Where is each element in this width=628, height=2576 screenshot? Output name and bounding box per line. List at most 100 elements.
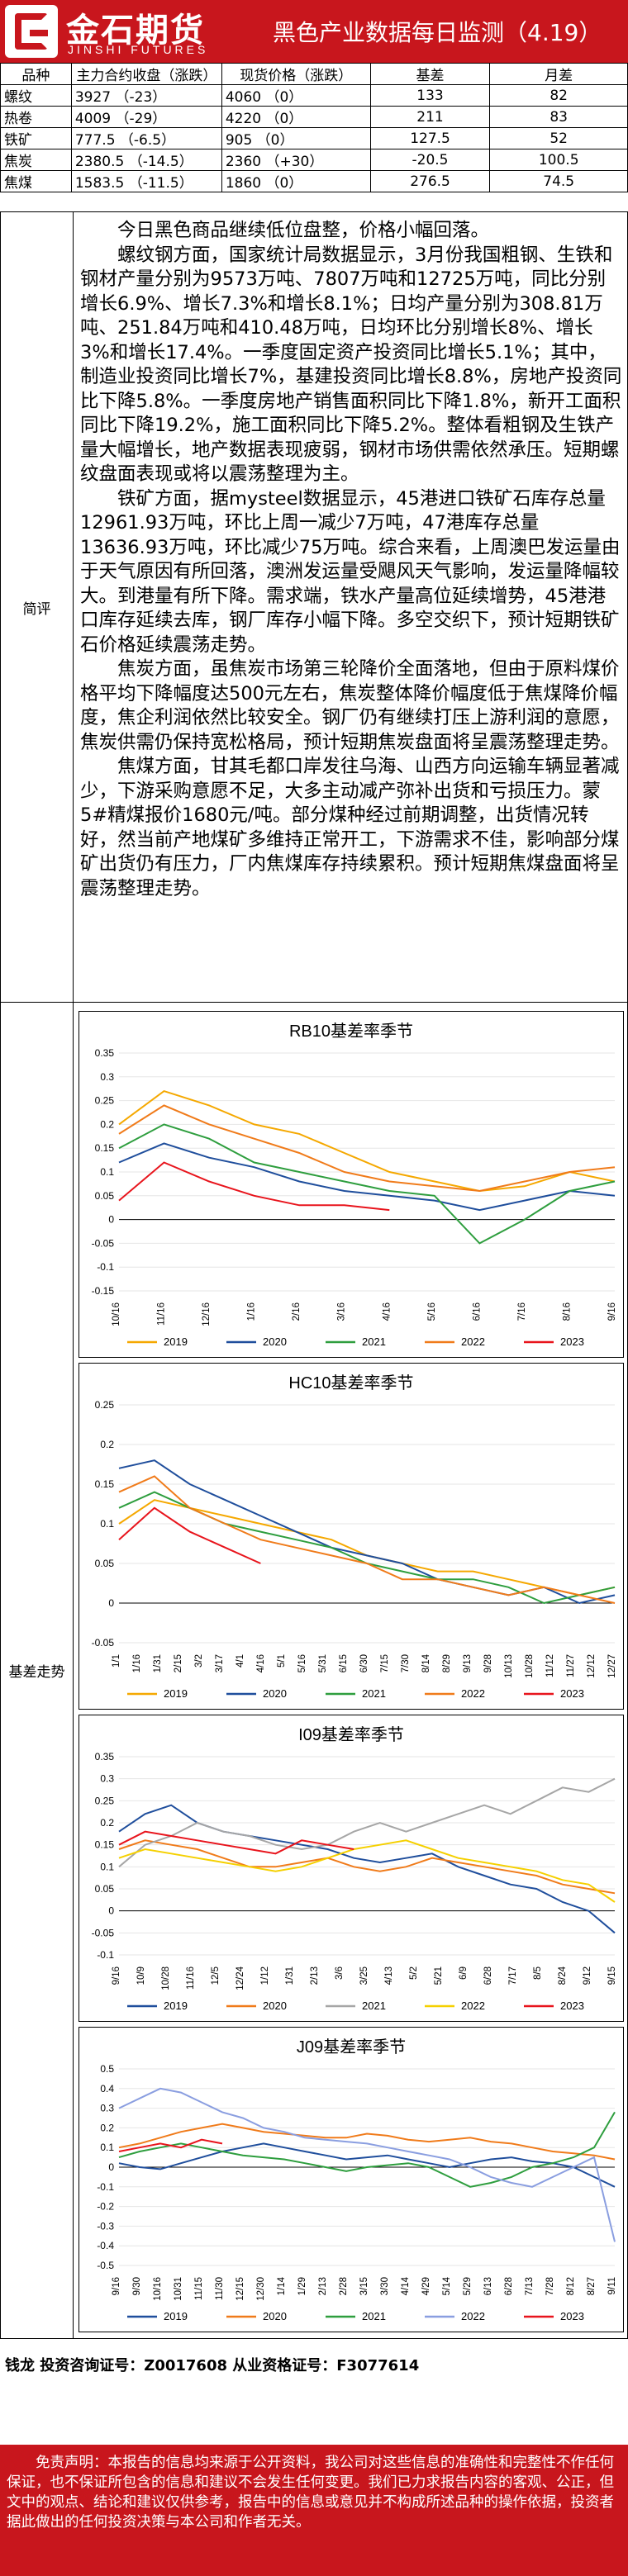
commentary-label: 简评 xyxy=(1,212,74,1002)
x-tick-label: 5/21 xyxy=(434,1966,444,1985)
chart-hc10: HC10基差率季节 0.25 0.2 0.15 0.1 0.05 0 -0.05 1/1 1/16… xyxy=(78,1363,624,1710)
legend-label: 2022 xyxy=(461,1335,485,1348)
x-tick-label: 1/16 xyxy=(132,1654,142,1672)
x-tick-label: 3/15 xyxy=(359,2277,369,2295)
y-tick-label: 0.3 xyxy=(100,2103,114,2114)
x-tick-label: 9/15 xyxy=(607,1966,617,1985)
chart-title: J09基差率季节 xyxy=(297,2038,406,2057)
y-tick-label: 0.1 xyxy=(100,1861,114,1872)
series-line-2019 xyxy=(118,1499,616,1596)
y-tick-label: -0.4 xyxy=(97,2240,114,2251)
table-cell: 1860 （0） xyxy=(221,170,371,192)
y-tick-label: -0.05 xyxy=(92,1237,115,1249)
series-line-2020 xyxy=(118,1839,616,1895)
chart-title: I09基差率季节 xyxy=(298,1725,404,1744)
x-tick-label: 8/24 xyxy=(558,1966,568,1985)
y-tick-label: 0.4 xyxy=(100,2083,114,2094)
x-tick-label: 7/15 xyxy=(380,1654,390,1672)
x-tick-label: 12/30 xyxy=(256,2277,266,2301)
x-tick-label: 11/27 xyxy=(566,1654,576,1677)
table-cell: 4060 （0） xyxy=(221,84,371,107)
commentary-paragraph: 铁矿方面，据mysteel数据显示，45港进口铁矿石库存总量12961.93万吨… xyxy=(80,487,621,656)
x-tick-label: 1/12 xyxy=(260,1966,270,1985)
x-tick-label: 1/31 xyxy=(153,1654,163,1672)
legend-label: 2020 xyxy=(263,2000,287,2012)
analyst-info: 钱龙 投资咨询证号：Z0017608 从业资格证号：F3077614 xyxy=(5,2357,420,2374)
table-row: 焦炭 2380.5 （-14.5） 2360 （+30） -20.5 100.5 xyxy=(0,149,628,171)
x-tick-label: 5/29 xyxy=(463,2277,473,2295)
series-line-2022 xyxy=(118,1475,616,1604)
y-tick-label: 0.2 xyxy=(100,1439,114,1450)
x-tick-label: 5/31 xyxy=(318,1654,328,1672)
commentary-body: 今日黑色商品继续低位盘整，价格小幅回落。 螺纹钢方面，国家统计局数据显示，3月份… xyxy=(80,219,622,901)
commentary-paragraph: 今日黑色商品继续低位盘整，价格小幅回落。 xyxy=(117,220,490,241)
x-tick-label: 1/29 xyxy=(297,2277,307,2295)
x-tick-label: 10/16 xyxy=(112,1302,121,1326)
y-tick-label: 0.3 xyxy=(100,1773,114,1785)
chart-rb10-svg: RB10基差率季节 0.35 0.3 0.25 0.2 0.15 0.1 0.05 0 -0.05… xyxy=(92,1022,617,1348)
series-line-2020 xyxy=(118,1142,616,1212)
table-cell: 铁矿 xyxy=(0,127,72,149)
table-cell: 热卷 xyxy=(0,106,72,128)
x-tick-label: 9/12 xyxy=(583,1966,592,1985)
x-tick-label: 2/15 xyxy=(174,1654,183,1672)
y-tick-label: 0.15 xyxy=(95,1478,115,1490)
legend-label: 2020 xyxy=(263,1687,287,1700)
commentary-section: 简评 今日黑色商品继续低位盘整，价格小幅回落。 螺纹钢方面，国家统计局数据显示，… xyxy=(0,211,628,1003)
table-header-cell: 现货价格（涨跌） xyxy=(221,63,371,85)
table-cell: 1583.5 （-11.5） xyxy=(70,170,222,192)
legend-label: 2022 xyxy=(461,2000,485,2012)
x-tick-label: 8/12 xyxy=(566,2277,576,2295)
x-tick-label: 6/9 xyxy=(459,1966,469,1980)
x-tick-label: 8/16 xyxy=(562,1302,572,1321)
company-logo-icon xyxy=(5,5,58,58)
y-tick-label: 0.1 xyxy=(100,1518,114,1530)
legend-label: 2021 xyxy=(362,1335,386,1348)
table-cell: 3927 （-23） xyxy=(70,84,222,107)
x-tick-label: 12/27 xyxy=(607,1654,617,1678)
commentary-paragraph: 焦炭方面，虽焦炭市场第三轮降价全面落地，但由于原料煤价格平均下降幅度达500元左… xyxy=(80,658,620,753)
table-cell: 100.5 xyxy=(489,149,628,171)
x-tick-label: 10/28 xyxy=(161,1966,171,1990)
x-tick-label: 3/16 xyxy=(337,1302,347,1321)
table-cell: 焦炭 xyxy=(0,149,72,171)
commentary-paragraph: 焦煤方面，甘其毛都口岸发往乌海、山西方向运输车辆显著减少，下游采购意愿不足，大多… xyxy=(80,756,620,899)
x-tick-label: 1/14 xyxy=(277,2276,287,2295)
x-tick-label: 9/16 xyxy=(112,2277,121,2295)
chart-title: RB10基差率季节 xyxy=(289,1022,413,1041)
x-tick-label: 1/16 xyxy=(247,1302,257,1321)
table-cell: 276.5 xyxy=(369,170,491,192)
y-tick-label: 0.05 xyxy=(95,1190,115,1202)
legend-label: 2023 xyxy=(560,2000,584,2012)
y-tick-label: 0 xyxy=(108,1214,114,1226)
y-tick-label: 0.05 xyxy=(95,1558,115,1569)
table-cell: -20.5 xyxy=(369,149,491,171)
x-tick-label: 9/13 xyxy=(463,1654,473,1672)
series-line-2021 xyxy=(118,1123,616,1245)
x-tick-label: 2/28 xyxy=(339,2277,349,2295)
x-tick-label: 5/1 xyxy=(277,1654,287,1668)
series-line-2021 xyxy=(118,1777,616,1868)
y-tick-label: 0 xyxy=(108,2161,114,2173)
x-tick-label: 7/28 xyxy=(545,2277,555,2295)
y-tick-label: 0.2 xyxy=(100,1817,114,1829)
y-tick-label: 0.25 xyxy=(95,1795,115,1806)
table-cell: 211 xyxy=(369,106,491,128)
x-tick-label: 3/25 xyxy=(359,1966,369,1985)
table-cell: 焦煤 xyxy=(0,170,72,192)
y-tick-label: 0.15 xyxy=(95,1142,115,1154)
y-tick-label: 0.25 xyxy=(95,1399,115,1411)
table-cell: 4009 （-29） xyxy=(70,106,222,128)
legend-label: 2023 xyxy=(560,2310,584,2322)
x-tick-label: 6/28 xyxy=(483,1966,493,1985)
y-tick-label: 0.1 xyxy=(100,1166,114,1178)
legend-label: 2022 xyxy=(461,2310,485,2322)
table-cell: 777.5 （-6.5） xyxy=(70,127,222,149)
x-tick-label: 9/16 xyxy=(607,1302,617,1321)
x-tick-label: 8/5 xyxy=(533,1966,543,1980)
y-tick-label: -0.05 xyxy=(92,1637,115,1649)
chart-rb10: RB10基差率季节 0.35 0.3 0.25 0.2 0.15 0.1 0.05 0 -0.05… xyxy=(78,1011,624,1358)
y-tick-label: -0.1 xyxy=(97,2181,114,2193)
y-tick-label: 0.35 xyxy=(95,1751,115,1762)
logo-chinese-name: 金石期货 xyxy=(66,11,205,50)
